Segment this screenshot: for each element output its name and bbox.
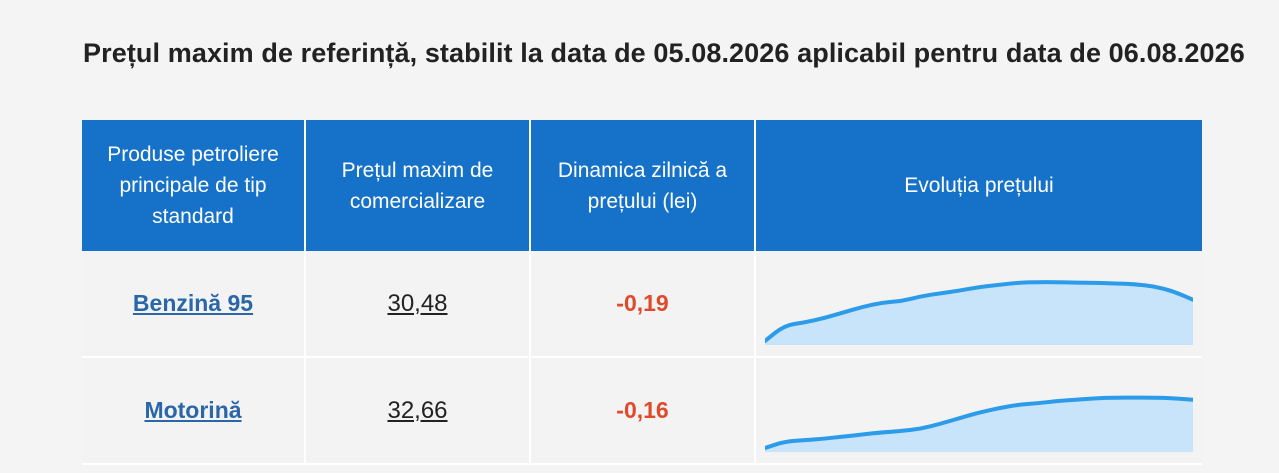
sparkline-line	[765, 280, 1193, 343]
product-link-benzina-95[interactable]: Benzină 95	[132, 290, 254, 316]
header-price-evolution: Evoluția prețului	[756, 120, 1202, 251]
page-title: Prețul maxim de referință, stabilit la d…	[83, 38, 1245, 68]
price-link-benzina-95[interactable]: 30,48	[387, 289, 448, 317]
table-header-row: Produse petroliere principale de tip sta…	[82, 120, 1202, 251]
price-table: Produse petroliere principale de tip sta…	[82, 120, 1202, 465]
price-sparkline-chart	[765, 395, 1193, 452]
table-row: Benzină 95 30,48 -0,19	[82, 251, 1202, 358]
sparkline-cell	[756, 358, 1202, 465]
table-row: Motorină 32,66 -0,16	[82, 358, 1202, 465]
daily-change-value: -0,16	[616, 397, 669, 423]
price-cell: 30,48	[306, 251, 531, 358]
product-cell: Motorină	[82, 358, 306, 465]
sparkline-line	[765, 395, 1193, 450]
header-products: Produse petroliere principale de tip sta…	[82, 120, 306, 251]
sparkline-area	[765, 282, 1193, 345]
header-daily-change: Dinamica zilnică a prețului (lei)	[531, 120, 756, 251]
delta-cell: -0,16	[531, 358, 756, 465]
price-link-motorina[interactable]: 32,66	[387, 396, 448, 424]
sparkline-area	[765, 397, 1193, 452]
header-max-price: Prețul maxim de comercializare	[306, 120, 531, 251]
product-link-motorina[interactable]: Motorină	[144, 397, 242, 423]
sparkline-cell	[756, 251, 1202, 358]
daily-change-value: -0,19	[616, 290, 669, 316]
price-cell: 32,66	[306, 358, 531, 465]
product-cell: Benzină 95	[82, 251, 306, 358]
delta-cell: -0,19	[531, 251, 756, 358]
price-sparkline-chart	[765, 280, 1193, 345]
